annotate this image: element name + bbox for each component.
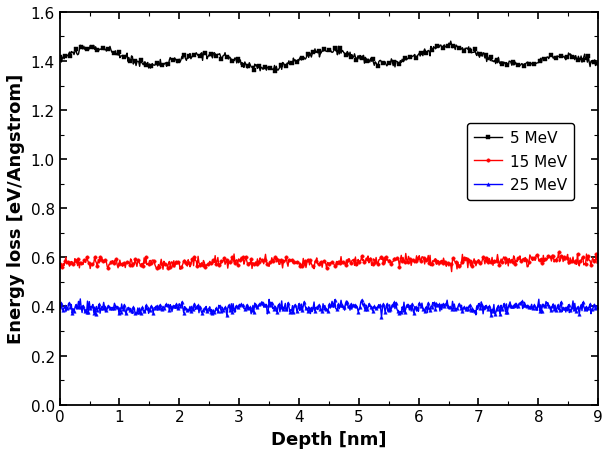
5 MeV	[56, 56, 63, 61]
15 MeV	[595, 257, 602, 262]
25 MeV	[301, 299, 308, 305]
25 MeV	[417, 304, 425, 309]
25 MeV	[378, 314, 385, 320]
5 MeV	[595, 59, 602, 65]
Line: 15 MeV: 15 MeV	[58, 251, 600, 274]
25 MeV	[595, 306, 602, 311]
5 MeV	[375, 64, 382, 70]
25 MeV	[56, 304, 63, 309]
5 MeV	[447, 39, 454, 45]
15 MeV	[373, 260, 381, 266]
25 MeV	[77, 297, 84, 302]
15 MeV	[195, 254, 202, 259]
Legend: 5 MeV, 15 MeV, 25 MeV: 5 MeV, 15 MeV, 25 MeV	[467, 123, 575, 200]
15 MeV	[415, 253, 423, 259]
5 MeV	[463, 46, 470, 51]
25 MeV	[375, 304, 382, 309]
5 MeV	[195, 54, 202, 59]
5 MeV	[417, 54, 424, 60]
15 MeV	[151, 263, 159, 268]
25 MeV	[152, 304, 159, 309]
Line: 5 MeV: 5 MeV	[58, 40, 600, 74]
15 MeV	[56, 262, 63, 268]
25 MeV	[195, 310, 203, 316]
15 MeV	[555, 250, 562, 256]
15 MeV	[462, 255, 470, 261]
Line: 25 MeV: 25 MeV	[58, 298, 600, 319]
X-axis label: Depth [nm]: Depth [nm]	[271, 430, 387, 448]
5 MeV	[271, 70, 279, 75]
5 MeV	[151, 63, 159, 69]
Y-axis label: Energy loss [eV/Angstrom]: Energy loss [eV/Angstrom]	[7, 74, 25, 344]
15 MeV	[448, 269, 455, 275]
5 MeV	[301, 56, 308, 61]
15 MeV	[300, 256, 307, 262]
25 MeV	[463, 305, 470, 310]
